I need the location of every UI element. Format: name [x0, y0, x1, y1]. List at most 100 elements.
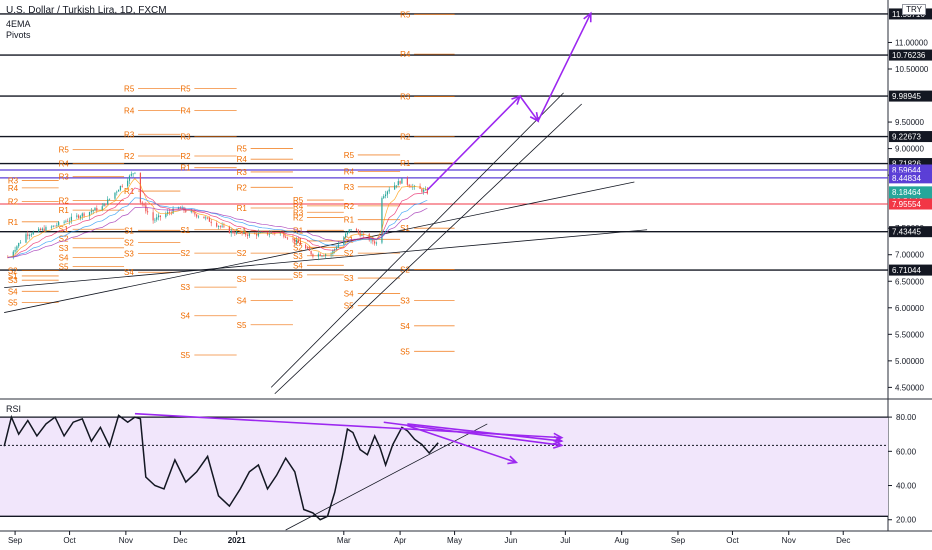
- candle-body: [346, 231, 349, 234]
- pivot-level-label: R2: [59, 197, 70, 206]
- candle-body: [14, 250, 16, 252]
- candle-body: [388, 189, 390, 192]
- candle-body: [94, 208, 96, 211]
- indicator-4ema-label[interactable]: 4EMA: [6, 19, 31, 29]
- pivot-level-label: S3: [400, 296, 410, 305]
- candle-body: [117, 189, 120, 192]
- candle-body: [357, 230, 359, 233]
- candle-body: [203, 216, 205, 219]
- candle-body: [7, 257, 9, 259]
- candle-body: [401, 178, 403, 184]
- candle-body: [119, 185, 122, 190]
- price-axis-label: 6.00000: [895, 304, 924, 313]
- pivot-level-label: R4: [293, 202, 304, 211]
- rsi-axis-label: 40.00: [896, 482, 917, 491]
- pivot-level-label: S4: [180, 312, 190, 321]
- time-axis-label: May: [447, 536, 462, 545]
- pivot-level-label: R4: [400, 50, 411, 59]
- candle-body: [248, 233, 250, 236]
- resistance-price-badge-bg: [889, 49, 932, 61]
- pivot-level-label: R4: [8, 184, 19, 193]
- time-axis-label: Jul: [560, 536, 570, 545]
- candle-body: [39, 228, 42, 231]
- price-badge: 8.59644: [892, 166, 921, 175]
- candle-body: [127, 180, 129, 187]
- candle-body: [312, 254, 314, 257]
- candle-body: [205, 217, 207, 219]
- price-axis-label: 9.00000: [895, 145, 924, 154]
- rsi-title: RSI: [6, 404, 22, 414]
- pivot-level-label: S5: [237, 321, 247, 330]
- candle-body: [147, 211, 149, 213]
- pivot-level-label: S1: [124, 226, 134, 235]
- candle-body: [286, 237, 289, 239]
- pivot-level-label: R4: [180, 106, 191, 115]
- pivot-level-label: R3: [180, 132, 191, 141]
- rsi-divergence-arrow: [407, 424, 517, 464]
- candle-body: [45, 227, 47, 232]
- trendline: [274, 103, 582, 395]
- resistance-price-badge: 9.98945: [892, 92, 921, 101]
- candle-body: [27, 234, 29, 236]
- pivot-level-label: S3: [237, 275, 247, 284]
- candle-body: [236, 231, 238, 234]
- pivot-level-label: S2: [293, 243, 303, 252]
- currency-badge[interactable]: TRY: [902, 4, 926, 15]
- candle-body: [335, 247, 338, 250]
- price-axis-label: 6.50000: [895, 277, 924, 286]
- candle-body: [308, 248, 310, 251]
- rsi-divergence-arrow-head: [552, 435, 564, 445]
- indicator-pivots-label[interactable]: Pivots: [6, 30, 31, 40]
- candle-body: [355, 229, 358, 231]
- pivot-level-label: R5: [293, 196, 304, 205]
- pivot-level-label: S1: [400, 224, 410, 233]
- candle-body: [310, 250, 312, 255]
- candle-body: [83, 213, 85, 216]
- candle-body: [216, 223, 218, 227]
- candle-body: [375, 242, 378, 244]
- candle-body: [29, 235, 31, 236]
- candle-body: [424, 189, 427, 191]
- candle-body: [321, 255, 323, 257]
- rsi-axis-label: 80.00: [896, 413, 917, 422]
- pivot-level-label: R3: [293, 208, 304, 217]
- candle-body: [268, 233, 270, 235]
- candle-body: [154, 219, 156, 221]
- trendline: [4, 181, 635, 313]
- pivot-level-label: R4: [237, 155, 248, 164]
- candle-body: [65, 221, 67, 223]
- candle-body: [90, 211, 92, 213]
- price-axis-label: 5.00000: [895, 357, 924, 366]
- candle-body: [194, 212, 196, 215]
- candle-body: [18, 243, 20, 247]
- pivot-level-label: R1: [59, 206, 70, 215]
- pivot-level-label: S4: [8, 287, 18, 296]
- candle-body: [305, 244, 307, 249]
- price-axis-label: 11.00000: [895, 38, 928, 47]
- candle-body: [197, 216, 200, 218]
- pivot-level-label: S3: [180, 283, 190, 292]
- rsi-divergence-arrow: [383, 421, 562, 447]
- candle-body: [96, 208, 98, 211]
- candle-body: [78, 215, 80, 218]
- candle-body: [345, 233, 347, 238]
- ema-line: [7, 197, 428, 258]
- pivot-level-label: S4: [400, 322, 410, 331]
- candle-body: [408, 184, 410, 187]
- candle-body: [292, 238, 294, 240]
- chart-title: U.S. Dollar / Turkish Lira, 1D, FXCM: [6, 5, 167, 16]
- price-axis-label: 4.50000: [895, 383, 924, 392]
- candle-body: [374, 241, 376, 244]
- candle-body: [285, 236, 287, 238]
- candle-body: [246, 234, 249, 236]
- resistance-price-badge: 10.76236: [892, 51, 926, 60]
- candle-body: [299, 242, 301, 245]
- candle-body: [143, 204, 145, 206]
- projection-arrow-path: [426, 12, 592, 191]
- time-axis-label: Oct: [63, 536, 76, 545]
- candle-body: [196, 214, 198, 217]
- pivot-level-label: S5: [293, 271, 303, 280]
- pivot-level-label: S5: [180, 351, 190, 360]
- time-axis-label: Apr: [394, 536, 407, 545]
